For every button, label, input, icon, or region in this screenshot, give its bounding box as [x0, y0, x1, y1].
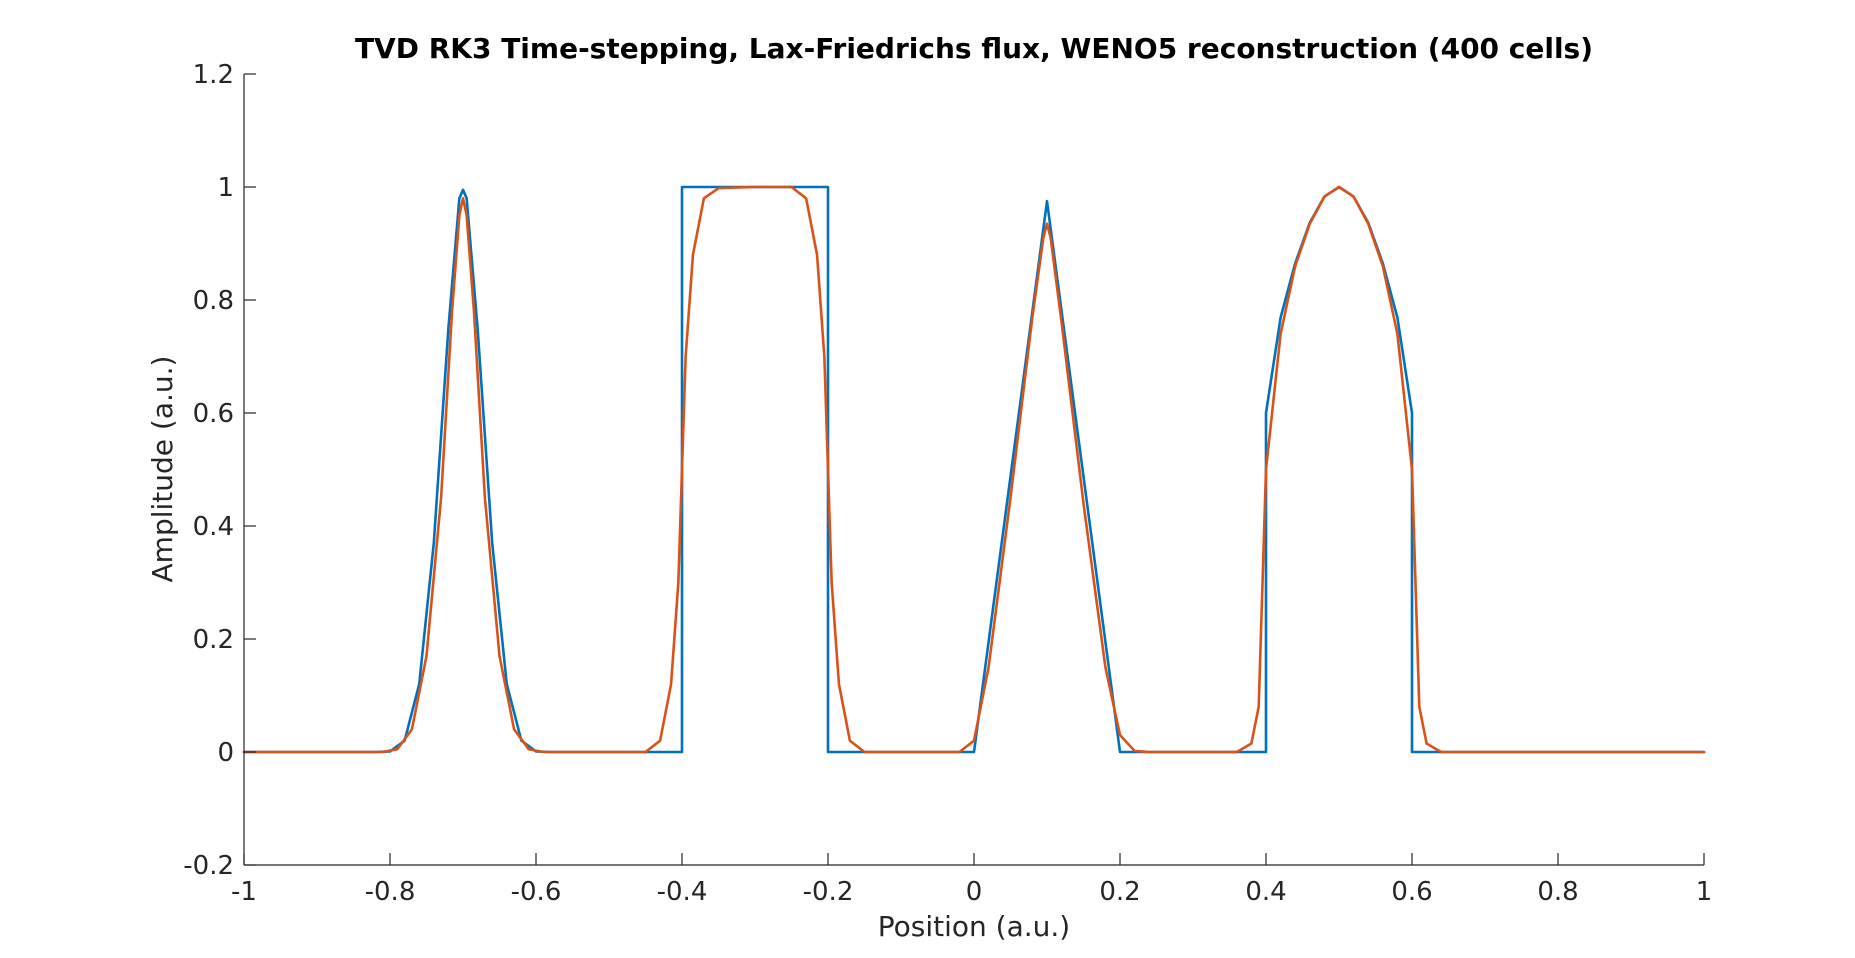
x-tick-label: 0.8	[1537, 877, 1578, 907]
x-tick-label: -0.4	[657, 877, 708, 907]
x-tick-label: 1	[1696, 877, 1713, 907]
y-tick-label: -0.2	[183, 851, 234, 881]
x-tick-label: 0.6	[1391, 877, 1432, 907]
y-ticks: -0.2 0 0.2 0.4 0.6 0.8 1 1.2	[183, 60, 256, 881]
y-tick-label: 0	[217, 738, 234, 768]
y-tick-label: 0.6	[193, 399, 234, 429]
y-tick-label: 1.2	[193, 60, 234, 90]
x-tick-label: 0.4	[1245, 877, 1286, 907]
plot-area: -1 -0.8 -0.6 -0.4 -0.2 0 0.2 0.4 0.6 0.8 1 -0.2 0 0.…	[183, 60, 1712, 907]
y-tick-label: 1	[217, 173, 234, 203]
series-line-2	[242, 185, 1706, 754]
x-tick-label: -0.6	[511, 877, 562, 907]
y-tick-label: 0.4	[193, 512, 234, 542]
series-layer	[242, 185, 1706, 754]
x-tick-label: -1	[231, 877, 257, 907]
y-tick-label: 0.8	[193, 286, 234, 316]
y-axis-title: Amplitude (a.u.)	[146, 356, 179, 583]
x-ticks: -1 -0.8 -0.6 -0.4 -0.2 0 0.2 0.4 0.6 0.8 1	[231, 853, 1712, 907]
x-tick-label: -0.8	[365, 877, 416, 907]
y-tick-label: 0.2	[193, 625, 234, 655]
x-tick-label: -0.2	[803, 877, 854, 907]
x-tick-label: 0.2	[1099, 877, 1140, 907]
x-axis-title: Position (a.u.)	[878, 910, 1070, 943]
x-tick-label: 0	[966, 877, 983, 907]
chart-title: TVD RK3 Time-stepping, Lax-Friedrichs fl…	[355, 32, 1593, 65]
